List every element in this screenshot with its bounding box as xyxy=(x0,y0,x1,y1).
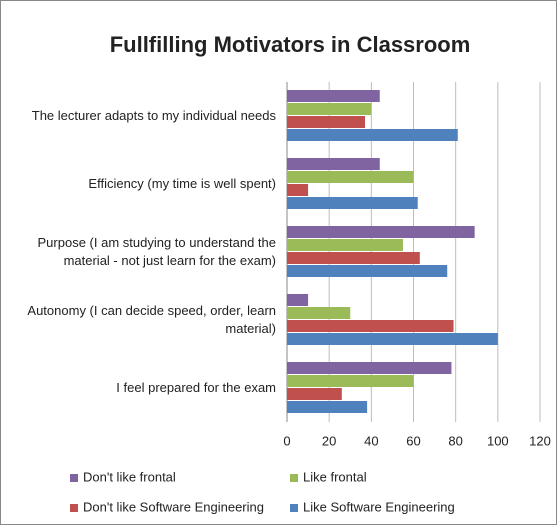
x-tick-label: 60 xyxy=(406,433,420,448)
x-tick-label: 0 xyxy=(283,433,290,448)
legend-marker xyxy=(70,504,78,512)
bar xyxy=(287,252,420,264)
y-tick-label: I feel prepared for the exam xyxy=(116,380,276,395)
bar xyxy=(287,265,448,277)
bar xyxy=(287,171,414,183)
bar xyxy=(287,116,366,128)
y-tick-label: Purpose (I am studying to understand the… xyxy=(37,235,276,268)
bar xyxy=(287,103,372,115)
bar xyxy=(287,333,498,345)
bar xyxy=(287,239,403,251)
bar xyxy=(287,197,418,209)
y-tick-label: Autonomy (I can decide speed, order, lea… xyxy=(27,303,276,336)
bar xyxy=(287,158,380,170)
legend-label: Don't like Software Engineering xyxy=(83,499,264,514)
bar xyxy=(287,226,475,238)
x-tick-label: 40 xyxy=(364,433,378,448)
x-tick-label: 20 xyxy=(322,433,336,448)
legend-marker xyxy=(70,474,78,482)
y-tick-label: The lecturer adapts to my individual nee… xyxy=(31,108,276,123)
y-tick-label: Efficiency (my time is well spent) xyxy=(88,176,276,191)
bar xyxy=(287,320,454,332)
bar xyxy=(287,294,309,306)
bar xyxy=(287,375,414,387)
legend-label: Like frontal xyxy=(303,469,367,484)
x-tick-label: 100 xyxy=(487,433,509,448)
x-tick-label: 120 xyxy=(529,433,551,448)
legend-marker xyxy=(290,504,298,512)
legend-label: Don't like frontal xyxy=(83,469,176,484)
bar xyxy=(287,184,309,196)
bar xyxy=(287,307,351,319)
bar xyxy=(287,90,380,102)
bar xyxy=(287,362,452,374)
legend-marker xyxy=(290,474,298,482)
x-tick-label: 80 xyxy=(448,433,462,448)
legend-label: Like Software Engineering xyxy=(303,499,455,514)
bar xyxy=(287,401,368,413)
chart-title: Fullfilling Motivators in Classroom xyxy=(110,32,471,57)
bar xyxy=(287,129,458,141)
bar xyxy=(287,388,342,400)
